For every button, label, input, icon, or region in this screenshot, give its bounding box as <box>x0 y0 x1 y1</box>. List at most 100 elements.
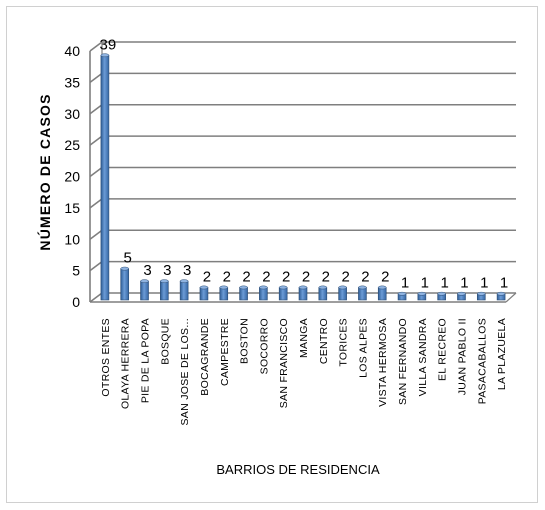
y-tick-label: 40 <box>64 43 80 59</box>
gridline-depth <box>89 135 103 146</box>
bar <box>160 280 169 301</box>
gridline-depth <box>89 198 103 209</box>
x-tick-label: SOCORRO <box>258 318 270 374</box>
bar-cap <box>298 285 308 290</box>
bar <box>120 268 130 301</box>
y-tick-label: 15 <box>64 200 80 216</box>
x-tick-label: SAN FERNANDO <box>397 318 409 405</box>
x-tick-label: CAMPESTRE <box>219 318 231 386</box>
x-tick-label: LOS ALPES <box>357 318 369 378</box>
bar-cap <box>457 291 466 296</box>
chart-frame <box>6 6 538 503</box>
bar-cap <box>239 285 248 290</box>
y-tick-labels: 0 5 10 15 20 25 30 35 40 <box>64 43 80 310</box>
bar <box>140 280 149 301</box>
data-label: 2 <box>282 268 290 285</box>
data-label: 5 <box>124 250 132 267</box>
data-label: 1 <box>500 275 508 292</box>
data-label: 1 <box>421 275 429 292</box>
y-axis-title: NÚMERO DE CASOS <box>36 93 53 250</box>
bar <box>278 287 288 301</box>
bar-cap <box>358 285 367 290</box>
bar <box>100 54 110 301</box>
data-label: 2 <box>203 268 211 285</box>
bar <box>358 287 367 301</box>
axes <box>89 42 517 303</box>
data-label: 2 <box>223 268 231 285</box>
x-tick-label: VILLA SANDRA <box>417 318 429 396</box>
x-tick-label: LA PLAZUELA <box>496 318 508 390</box>
x-tick-label: CENTRO <box>318 318 330 364</box>
bar-cap <box>259 285 268 290</box>
x-axis-title: BARRIOS DE RESIDENCIA <box>216 462 380 477</box>
data-label: 2 <box>302 268 310 285</box>
bar <box>259 287 268 301</box>
bar-cap <box>120 266 129 271</box>
bar-cap <box>199 285 209 290</box>
gridline-depth <box>89 229 103 240</box>
x-tick-label: PIE DE LA POPA <box>140 318 152 403</box>
gridlines <box>89 41 516 303</box>
gridline-depth <box>89 166 103 178</box>
bar-cap <box>397 291 407 296</box>
bar <box>239 287 248 301</box>
category-labels: OTROS ENTES OLAYA HERRERA PIE DE LA POPA BO… <box>100 318 508 426</box>
x-tick-label: VISTA HERMOSA <box>377 318 389 407</box>
x-tick-label: TORICES <box>338 318 350 367</box>
data-label: 2 <box>381 268 389 285</box>
data-label: 1 <box>440 275 448 292</box>
data-label: 3 <box>183 262 191 279</box>
data-label: 1 <box>401 275 409 292</box>
y-tick-label: 30 <box>64 106 80 122</box>
bar <box>219 287 229 301</box>
bar-cap <box>417 291 427 296</box>
bar <box>199 287 209 301</box>
x-tick-label: MANGA <box>298 318 310 358</box>
bar-cap <box>278 285 288 290</box>
y-tick-label: 0 <box>72 294 80 310</box>
bar-cap <box>140 279 149 284</box>
y-tick-label: 20 <box>64 169 80 185</box>
x-tick-label: JUAN PABLO II <box>456 318 468 395</box>
x-tick-label: OLAYA HERRERA <box>120 318 132 409</box>
bar <box>338 287 347 301</box>
bar <box>179 280 189 301</box>
data-label: 3 <box>143 262 151 279</box>
bar-cap <box>477 291 486 296</box>
bar-cap <box>496 291 506 296</box>
gridline-depth <box>89 41 103 52</box>
bar-cap <box>219 285 229 290</box>
gridline-depth <box>89 292 103 303</box>
bar-cap <box>160 279 169 284</box>
bar-cap <box>318 285 328 290</box>
bar-cap <box>179 279 189 284</box>
x-tick-label: SAN FRANCISCO <box>278 318 290 408</box>
y-tick-label: 10 <box>64 231 80 247</box>
y-tick-label: 35 <box>64 74 80 90</box>
x-tick-label: BOSQUE <box>159 318 171 365</box>
bar-cap <box>100 53 110 58</box>
gridline-depth <box>89 260 103 272</box>
y-tick-label: 5 <box>72 263 80 279</box>
data-label: 2 <box>322 268 330 285</box>
data-label: 2 <box>361 268 369 285</box>
data-label: 2 <box>242 268 250 285</box>
bar <box>377 287 387 301</box>
bar-cap <box>338 285 347 290</box>
data-label: 1 <box>460 275 468 292</box>
data-label: 1 <box>480 275 488 292</box>
data-label: 2 <box>341 268 349 285</box>
x-tick-label: OTROS ENTES <box>100 318 112 397</box>
y-tick-label: 25 <box>64 137 80 153</box>
x-tick-label: BOSTON <box>239 318 251 364</box>
x-tick-label: BOCAGRANDE <box>199 318 211 396</box>
bar-cap <box>437 291 446 296</box>
bar <box>318 287 328 301</box>
bar <box>298 287 308 301</box>
gridline-depth <box>89 104 103 115</box>
gridline-depth <box>89 72 103 84</box>
bar-cap <box>377 285 387 290</box>
floor-right-edge <box>505 292 517 303</box>
